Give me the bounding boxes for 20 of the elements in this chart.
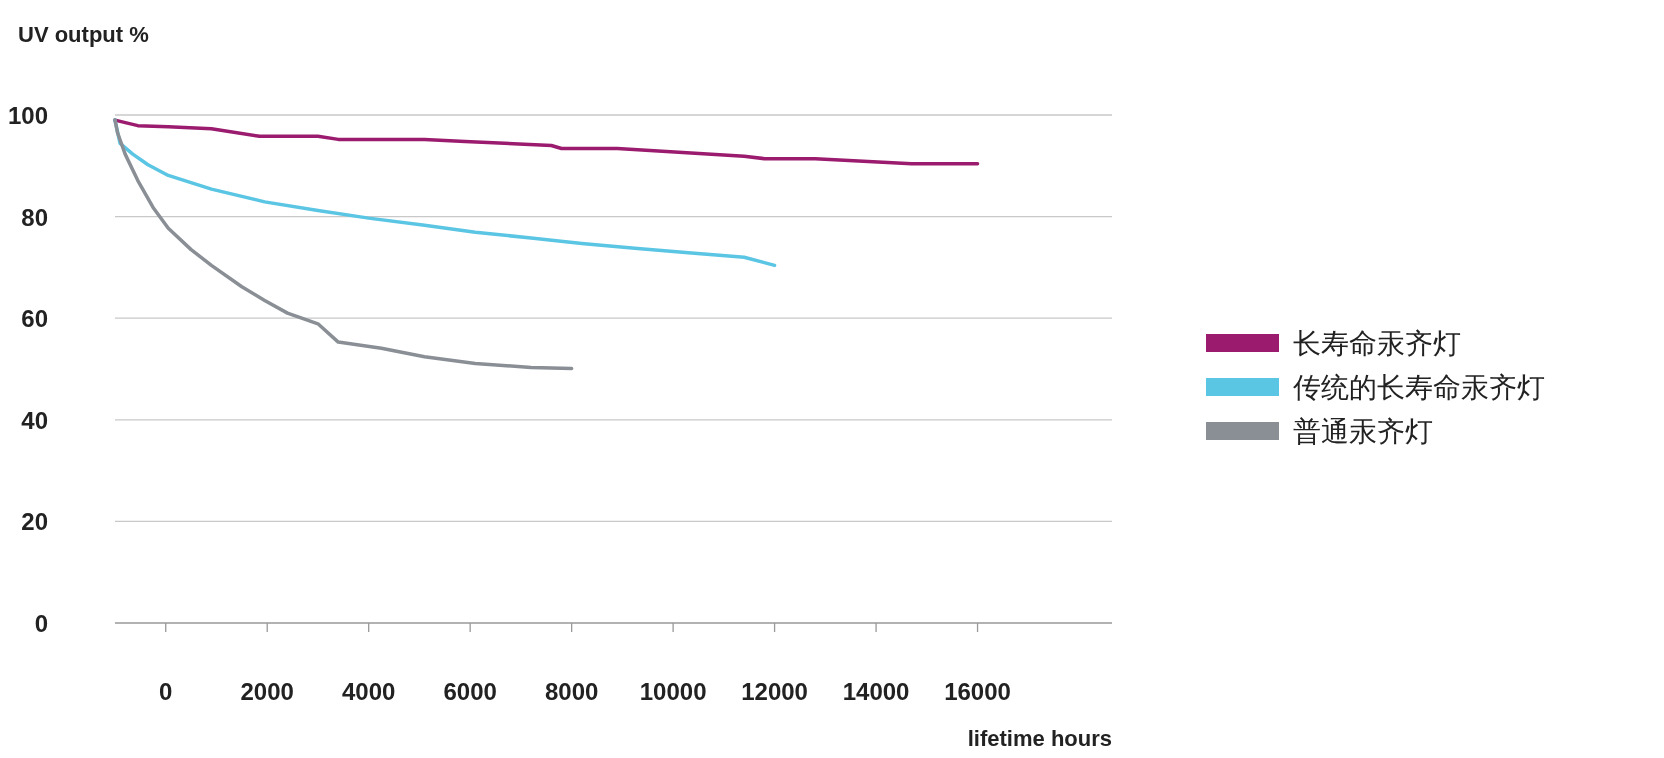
x-tick-label: 4000 bbox=[341, 678, 396, 705]
y-tick-label: 20 bbox=[21, 508, 48, 536]
x-tick-label: 12000 bbox=[741, 678, 808, 705]
x-tick-label: 2000 bbox=[240, 678, 294, 705]
x-tick-label: 6000 bbox=[443, 678, 497, 705]
y-tick-label: 60 bbox=[21, 305, 48, 333]
y-axis-title: UV output % bbox=[18, 22, 149, 47]
y-tick-label: 40 bbox=[21, 406, 48, 434]
legend-label: 长寿命汞齐灯 bbox=[1293, 327, 1461, 360]
x-axis-title: lifetime hours bbox=[967, 726, 1112, 751]
x-tick-label: 10000 bbox=[639, 678, 707, 705]
x-tick-label: 0 bbox=[159, 678, 173, 705]
x-tick-label: 14000 bbox=[842, 678, 910, 705]
x-tick-label: 16000 bbox=[944, 678, 1011, 705]
y-tick-label: 80 bbox=[21, 203, 48, 231]
x-tick-label: 8000 bbox=[544, 678, 599, 705]
y-tick-label: 0 bbox=[34, 610, 48, 637]
legend-label: 传统的长寿命汞齐灯 bbox=[1293, 371, 1545, 404]
legend-label: 普通汞齐灯 bbox=[1293, 415, 1433, 448]
y-tick-label: 100 bbox=[7, 102, 48, 129]
